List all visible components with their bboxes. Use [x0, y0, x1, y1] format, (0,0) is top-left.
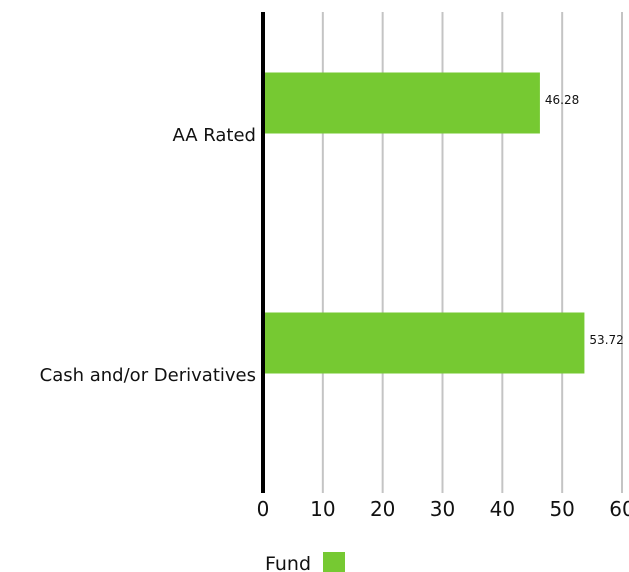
- legend-swatch: [323, 552, 345, 572]
- bars: [263, 72, 585, 374]
- x-tick-labels: 0 10 20 30 40 50 60: [257, 497, 629, 521]
- legend: Fund: [265, 552, 345, 572]
- data-labels: 46.28 53.72: [545, 93, 624, 347]
- x-tick-label: 30: [430, 497, 455, 521]
- bar: [263, 72, 540, 134]
- x-tick-label: 50: [549, 497, 574, 521]
- data-label: 46.28: [545, 93, 579, 107]
- category-label: AA Rated: [172, 125, 256, 146]
- category-labels: AA Rated Cash and/or Derivatives: [40, 125, 256, 386]
- data-label: 53.72: [589, 333, 623, 347]
- x-tick-label: 20: [370, 497, 395, 521]
- legend-label: Fund: [265, 553, 311, 572]
- bar: [263, 312, 585, 374]
- x-tick-label: 60: [609, 497, 629, 521]
- x-tick-label: 10: [310, 497, 335, 521]
- category-label: Cash and/or Derivatives: [40, 365, 256, 386]
- x-tick-label: 40: [490, 497, 515, 521]
- x-tick-label: 0: [257, 497, 270, 521]
